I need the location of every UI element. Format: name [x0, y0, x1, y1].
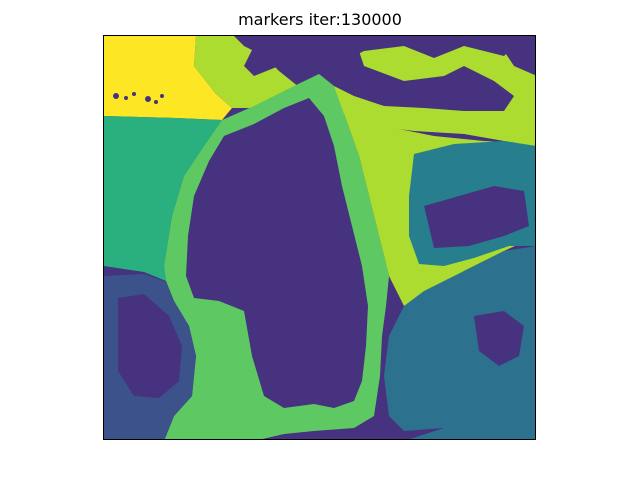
image-axes: [103, 35, 536, 440]
yellow-region-specks: [113, 92, 164, 104]
top-purple-blob: [234, 36, 514, 111]
teal-green-left-region: [104, 116, 222, 281]
yellow-region: [104, 36, 232, 120]
mid-teal-right-lower-region: [384, 246, 535, 439]
figure-title: markers iter:130000: [238, 10, 402, 29]
top-right-purple: [494, 36, 535, 76]
mid-teal-dark-rim: [384, 416, 444, 439]
mid-teal-right-lower-hole: [474, 311, 524, 366]
segmentation-image: [104, 36, 535, 439]
teal-right-upper-hole: [424, 186, 529, 248]
blue-left-inner: [118, 294, 182, 398]
inner-purple-region: [186, 98, 368, 408]
